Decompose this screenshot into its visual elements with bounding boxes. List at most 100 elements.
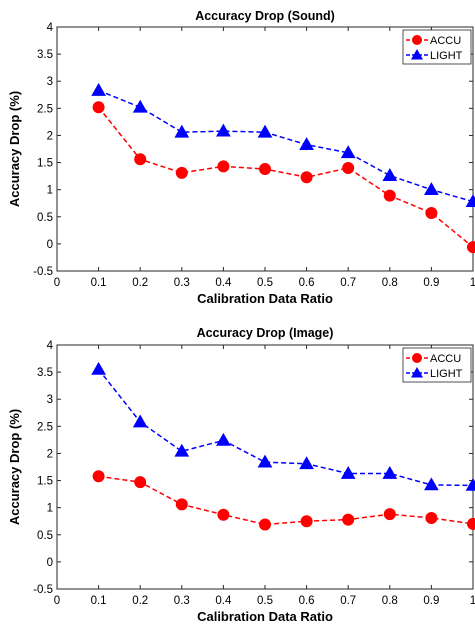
series-line-accu — [98, 106, 474, 248]
chart-title: Accuracy Drop (Sound) — [195, 9, 335, 23]
data-point-accu — [92, 101, 105, 114]
legend: ACCU LIGHT — [402, 347, 472, 383]
y-tick-label: 1.5 — [37, 158, 53, 170]
y-tick-label: 0 — [47, 239, 53, 251]
y-tick-label: 0.5 — [37, 530, 53, 542]
data-point-accu — [342, 513, 355, 526]
x-tick-label: 0.8 — [382, 595, 398, 607]
x-tick-label: 0.2 — [132, 277, 148, 289]
x-tick-label: 0 — [54, 277, 60, 289]
data-point-light — [299, 456, 314, 470]
data-point-light — [257, 124, 273, 138]
x-tick-label: 0.6 — [299, 277, 315, 289]
x-tick-label: 0 — [54, 595, 60, 607]
legend: ACCU LIGHT — [402, 29, 472, 65]
x-axis-label: Calibration Data Ratio — [197, 291, 333, 306]
legend-box — [402, 347, 472, 383]
data-point-light — [382, 465, 398, 479]
x-tick-label: 0.3 — [174, 277, 190, 289]
legend-marker-accu — [412, 35, 422, 45]
data-point-accu — [259, 518, 271, 531]
data-point-light — [132, 414, 148, 428]
legend-marker-accu — [412, 353, 422, 363]
data-point-accu — [217, 508, 230, 521]
y-tick-label: 0 — [47, 557, 53, 569]
series-line-light — [98, 89, 474, 203]
y-tick-label: 2 — [47, 448, 53, 460]
y-tick-label: 3 — [47, 394, 53, 406]
y-tick-label: 1 — [47, 185, 53, 197]
data-point-light — [174, 443, 190, 457]
x-tick-label: 0.1 — [91, 595, 107, 607]
x-tick-label: 0.1 — [91, 277, 107, 289]
x-tick-label: 0.4 — [215, 277, 232, 289]
data-point-accu — [425, 511, 438, 524]
data-point-light — [382, 168, 398, 181]
y-tick-label: 4 — [47, 340, 54, 352]
legend-label-accu: ACCU — [430, 35, 461, 47]
plot-area — [56, 26, 474, 272]
y-tick-label: 3 — [47, 76, 53, 88]
data-point-light — [424, 477, 439, 491]
y-tick-label: 2.5 — [37, 421, 53, 433]
x-tick-label: 0.5 — [257, 277, 273, 289]
y-axis-label: Accuracy Drop (%) — [7, 91, 22, 207]
x-tick-label: 0.9 — [423, 595, 439, 607]
legend-label-light: LIGHT — [430, 368, 463, 380]
data-point-accu — [467, 241, 475, 254]
chart-title: Accuracy Drop (Image) — [197, 326, 334, 340]
x-tick-label: 0.5 — [257, 595, 273, 607]
legend-marker-light — [411, 49, 423, 60]
x-tick-label: 0.4 — [215, 595, 232, 607]
data-point-light — [132, 99, 148, 113]
x-tick-label: 1 — [470, 595, 475, 607]
chart-panel-2: Accuracy Drop (Image) 0 0.1 0.2 0.3 0.4 0.5 0.6… — [7, 326, 475, 624]
data-point-accu — [134, 476, 147, 489]
data-point-light — [257, 454, 273, 468]
series-line-accu — [98, 475, 474, 526]
x-tick-label: 0.8 — [382, 277, 398, 289]
data-point-light — [340, 145, 356, 159]
y-tick-label: -0.5 — [33, 584, 53, 596]
y-tick-label: 2 — [47, 130, 53, 142]
data-point-accu — [175, 166, 188, 179]
data-point-light — [465, 194, 475, 207]
x-tick-label: 0.7 — [340, 277, 356, 289]
legend-label-accu: ACCU — [430, 353, 461, 365]
chart-panel-1: Accuracy Drop (Sound) 0 0.1 0.2 0.3 0.4 0.5 0.6… — [7, 9, 475, 306]
y-tick-label: -0.5 — [33, 266, 53, 278]
data-point-accu — [383, 508, 396, 521]
data-point-light — [91, 361, 106, 375]
legend-label-light: LIGHT — [430, 50, 463, 62]
x-tick-label: 0.6 — [299, 595, 315, 607]
series-line-light — [98, 368, 474, 487]
data-point-light — [216, 123, 231, 137]
y-tick-label: 1.5 — [37, 476, 53, 488]
data-point-accu — [467, 517, 475, 530]
x-tick-label: 1 — [470, 277, 475, 289]
y-tick-label: 1 — [47, 503, 53, 515]
data-point-accu — [259, 163, 271, 176]
data-point-accu — [342, 161, 355, 174]
data-point-light — [424, 182, 439, 196]
y-tick-label: 0.5 — [37, 212, 53, 224]
y-tick-label: 3.5 — [37, 49, 53, 61]
data-point-accu — [425, 206, 438, 219]
data-point-accu — [383, 189, 396, 202]
data-point-light — [299, 137, 314, 151]
x-tick-label: 0.9 — [423, 277, 439, 289]
data-point-accu — [217, 160, 230, 173]
y-axis-label: Accuracy Drop (%) — [7, 409, 22, 525]
data-point-accu — [300, 515, 313, 528]
legend-marker-light — [411, 367, 423, 378]
data-point-light — [465, 477, 475, 491]
x-tick-label: 0.3 — [174, 595, 190, 607]
data-point-light — [91, 82, 106, 96]
data-point-light — [174, 124, 190, 138]
y-tick-label: 2.5 — [37, 103, 53, 115]
y-tick-label: 4 — [47, 22, 54, 34]
x-tick-label: 0.7 — [340, 595, 356, 607]
data-point-accu — [175, 498, 188, 511]
data-point-accu — [92, 470, 105, 483]
